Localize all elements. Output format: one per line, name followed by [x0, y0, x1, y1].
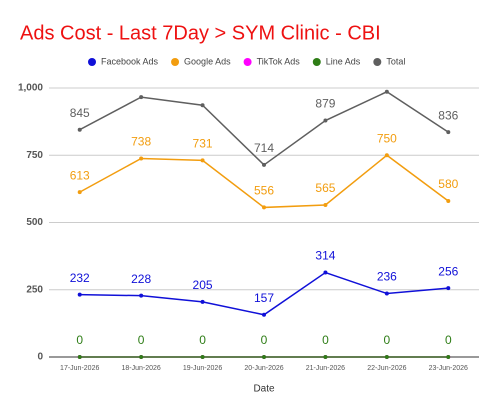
data-label: 0 [199, 333, 206, 347]
data-point [384, 355, 389, 359]
data-point [77, 292, 82, 297]
data-label: 845 [70, 106, 90, 120]
data-point [200, 355, 205, 359]
data-point [262, 312, 266, 317]
x-axis-label: Date [253, 384, 275, 395]
data-label: 580 [438, 177, 458, 191]
x-tick-label: 19-Jun-2026 [183, 365, 222, 372]
legend-marker [243, 58, 252, 66]
data-label: 750 [377, 131, 397, 145]
x-tick-label: 23-Jun-2026 [429, 365, 468, 372]
data-point [139, 156, 144, 161]
data-point [323, 118, 328, 123]
y-tick-label: 500 [26, 217, 43, 228]
data-label: 228 [131, 272, 151, 286]
data-label: 0 [322, 333, 329, 347]
data-label: 0 [445, 333, 452, 347]
data-label: 731 [193, 137, 213, 151]
data-label: 0 [138, 333, 145, 347]
data-point [384, 153, 389, 158]
data-label: 0 [384, 333, 391, 347]
data-point [262, 162, 266, 167]
data-point [139, 293, 144, 298]
data-point [446, 355, 451, 359]
legend-label: TikTok Ads [257, 56, 301, 66]
data-label: 236 [377, 270, 397, 284]
data-point [77, 190, 82, 195]
data-point [446, 286, 451, 291]
data-point [200, 299, 205, 304]
data-label: 738 [131, 135, 151, 149]
data-label: 157 [254, 291, 274, 305]
data-point [323, 355, 328, 359]
legend-marker [88, 58, 96, 66]
data-point [139, 95, 144, 100]
data-point [77, 355, 82, 359]
data-point [446, 130, 451, 135]
data-label: 0 [76, 333, 83, 347]
data-label: 714 [254, 141, 274, 155]
data-label: 256 [438, 264, 458, 278]
data-point [384, 89, 389, 94]
data-point [200, 103, 205, 108]
data-point [77, 127, 82, 132]
legend-label: Facebook Ads [101, 56, 159, 66]
data-label: 879 [315, 97, 335, 111]
data-point [323, 203, 328, 208]
data-point [384, 291, 389, 296]
data-label: 0 [261, 333, 268, 347]
data-point [200, 158, 205, 163]
chart-title: Ads Cost - Last 7Day > SYM Clinic - CBI [20, 22, 381, 44]
data-point [446, 198, 451, 203]
data-label: 836 [438, 108, 458, 122]
x-tick-label: 20-Jun-2026 [244, 365, 283, 372]
x-tick-label: 18-Jun-2026 [121, 365, 160, 372]
data-point [139, 355, 144, 359]
data-label: 232 [70, 271, 90, 285]
legend-marker [373, 58, 382, 66]
legend-label: Line Ads [326, 56, 361, 66]
data-label: 314 [315, 249, 335, 263]
legend-marker [171, 58, 180, 66]
y-tick-label: 250 [26, 284, 43, 295]
legend-marker [312, 58, 321, 66]
x-tick-label: 22-Jun-2026 [367, 365, 406, 372]
data-label: 613 [70, 168, 90, 182]
legend-label: Google Ads [184, 56, 231, 66]
data-label: 205 [193, 278, 213, 292]
data-point [262, 355, 266, 359]
y-tick-label: 1,000 [18, 83, 43, 94]
data-point [323, 270, 328, 275]
x-tick-label: 17-Jun-2026 [60, 365, 99, 372]
x-tick-label: 21-Jun-2026 [306, 365, 345, 372]
data-point [262, 205, 266, 210]
y-tick-label: 750 [26, 150, 43, 161]
y-tick-label: 0 [37, 352, 43, 363]
data-label: 556 [254, 184, 274, 198]
legend-label: Total [386, 56, 405, 66]
data-label: 565 [315, 181, 335, 195]
